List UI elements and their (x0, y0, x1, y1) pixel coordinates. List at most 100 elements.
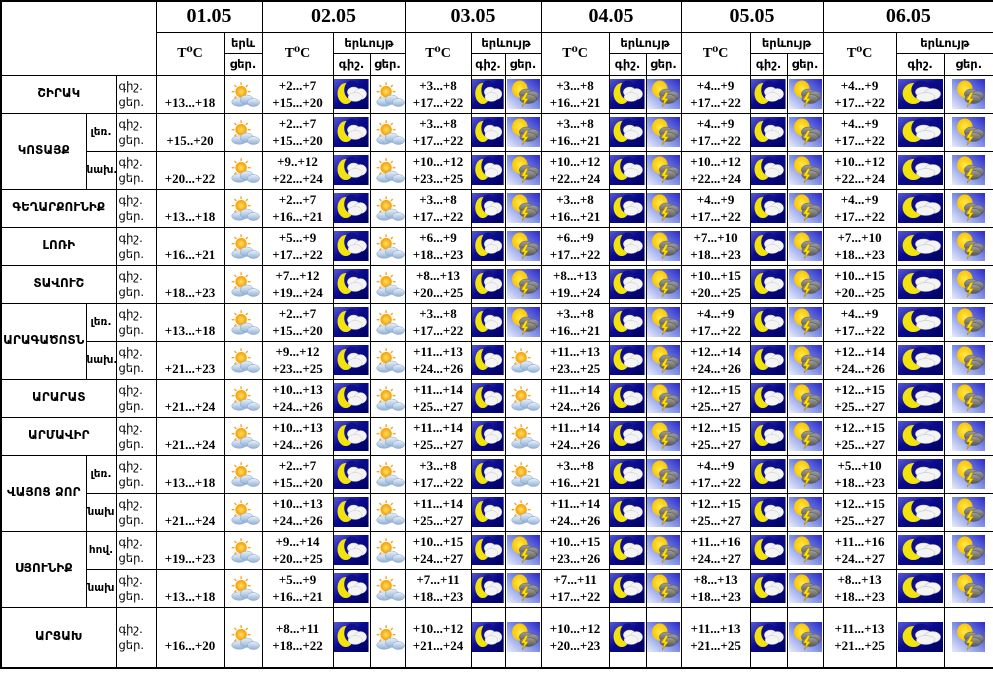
sun-storm-icon (788, 269, 822, 299)
day-temp: +23...+25 (412, 171, 464, 186)
night-icon-cell (332, 226, 371, 266)
moon-cloud-icon (610, 383, 645, 413)
day-temp: +13...+18 (164, 323, 216, 338)
table-row: ՎԱՅՈՑ ՁՈՐ լեռ. գիշ. ցեր. +13...+18 +2...+7 +15… (0, 454, 993, 532)
sun-storm-icon (506, 193, 540, 223)
night-temp: +8...+11 (275, 621, 320, 637)
day-header: ցեր. (943, 52, 993, 76)
day-temp: +19...+24 (549, 285, 601, 300)
moon-cloud-icon (897, 231, 943, 261)
temp-header: T⁰C (404, 31, 472, 76)
night-icon-cell (608, 416, 647, 456)
temp-cell: +9...+12 +23...+25 (261, 340, 334, 380)
day-temp: +25...+27 (834, 437, 885, 452)
night-temp (157, 343, 223, 360)
night-temp: +12...+15 (690, 496, 741, 511)
sun-storm-icon (506, 117, 540, 147)
moon-cloud-icon (897, 459, 943, 489)
day-icon-cell (504, 606, 542, 669)
day-temp: +18...+23 (834, 475, 885, 490)
night-temp (157, 77, 223, 94)
night-temp: +2...+7 (278, 192, 317, 207)
night-row-label: գիշ. (118, 193, 143, 207)
moon-cloud-icon (334, 231, 369, 261)
night-icon-cell (749, 302, 788, 342)
day-temp: +24...+27 (690, 551, 741, 566)
night-icon-cell (470, 378, 506, 418)
day-temp: +23...+26 (549, 551, 601, 566)
night-temp: +4...+9 (840, 78, 879, 93)
temp-cell: +8...+13 +18...+23 (822, 568, 897, 608)
temp-cell: +11...+16 +24...+27 (822, 530, 897, 570)
day-icon-cell (786, 188, 824, 228)
subzone-cell: լեռ. (85, 454, 117, 494)
day-row-label: ցեր. (118, 551, 145, 565)
daynight-label-cell: գիշ. ցեր. (115, 226, 157, 266)
sun-storm-icon (788, 383, 822, 413)
sun-cloud-icon (371, 461, 405, 488)
night-temp: +2...+7 (278, 458, 317, 473)
day-temp: +18...+23 (690, 589, 741, 604)
day-icon-cell (504, 74, 542, 114)
temp-cell: +21...+23 (155, 340, 225, 380)
day-temp: +16...+21 (549, 209, 601, 224)
temp-cell: +12...+15 +25...+27 (680, 492, 751, 532)
temp-cell: +10...+12 +20...+23 (540, 606, 610, 669)
moon-cloud-icon (897, 383, 943, 413)
day-row-label: ցեր. (118, 589, 145, 603)
night-row-label: գիշ. (118, 383, 143, 397)
sun-cloud-icon (371, 537, 405, 564)
day-icon-cell (504, 340, 542, 380)
day-icon-cell (943, 226, 993, 266)
sun-cloud-icon (371, 119, 405, 146)
night-temp: +12...+14 (690, 344, 741, 359)
region-cell: ՏԱՎՈՒՇ (0, 264, 117, 304)
night-row-label: գիշ. (118, 535, 143, 549)
day-temp: +18...+23 (690, 247, 741, 262)
night-temp: +4...+9 (696, 116, 735, 131)
temp-cell: +11...+13 +21...+25 (822, 606, 897, 669)
day-row-label: ցեր. (118, 133, 145, 147)
sun-storm-icon (506, 269, 540, 299)
sun-cloud-icon (506, 347, 540, 374)
day-icon-cell (786, 530, 824, 570)
temp-cell: +10...+15 +23...+26 (540, 530, 610, 570)
temp-cell: +3...+8 +16...+21 (540, 112, 610, 152)
day-temp: +17...+22 (412, 475, 464, 490)
sun-cloud-icon (371, 157, 405, 184)
sun-storm-icon (788, 231, 822, 261)
daynight-label-cell: գիշ. ցեր. (115, 150, 157, 190)
region-cell: ԼՈՌԻ (0, 226, 117, 266)
phenomenon-header: երևույթ (608, 31, 682, 54)
day-temp: +13...+18 (164, 209, 216, 224)
day-row-label: ցեր. (118, 323, 145, 337)
moon-cloud-icon (751, 155, 786, 185)
temp-cell: +8...+11 +18...+22 (261, 606, 334, 669)
phenomenon-header: երևույթ (895, 31, 993, 54)
temp-cell: +3...+8 +16...+21 (540, 188, 610, 228)
night-icon-cell (332, 454, 371, 494)
sun-cloud-icon (225, 195, 261, 222)
temp-cell: +10...+15 +20...+25 (822, 264, 897, 304)
temp-cell: +12...+14 +24...+26 (680, 340, 751, 380)
night-icon-cell (749, 340, 788, 380)
day-icon-cell (645, 378, 682, 418)
day-temp: +17...+22 (834, 323, 885, 338)
subzone-cell: նախ. (85, 340, 117, 380)
moon-cloud-icon (334, 117, 369, 147)
sun-cloud-icon (225, 309, 261, 336)
day-row-label: ցեր. (118, 361, 145, 375)
night-temp: +11...+13 (690, 621, 741, 637)
day-icon-cell (504, 226, 542, 266)
night-icon-cell (470, 112, 506, 152)
sun-cloud-icon (371, 624, 405, 651)
day-icon-cell (943, 264, 993, 304)
day-temp: +17...+22 (412, 133, 464, 148)
moon-cloud-icon (610, 193, 645, 223)
night-temp: +11...+16 (834, 534, 885, 549)
daynight-label-cell: գիշ. ցեր. (115, 74, 157, 114)
moon-cloud-icon (897, 622, 943, 653)
temp-cell: +13...+18 (155, 302, 225, 342)
night-temp (157, 620, 223, 637)
night-temp: +7...+10 (837, 230, 882, 245)
